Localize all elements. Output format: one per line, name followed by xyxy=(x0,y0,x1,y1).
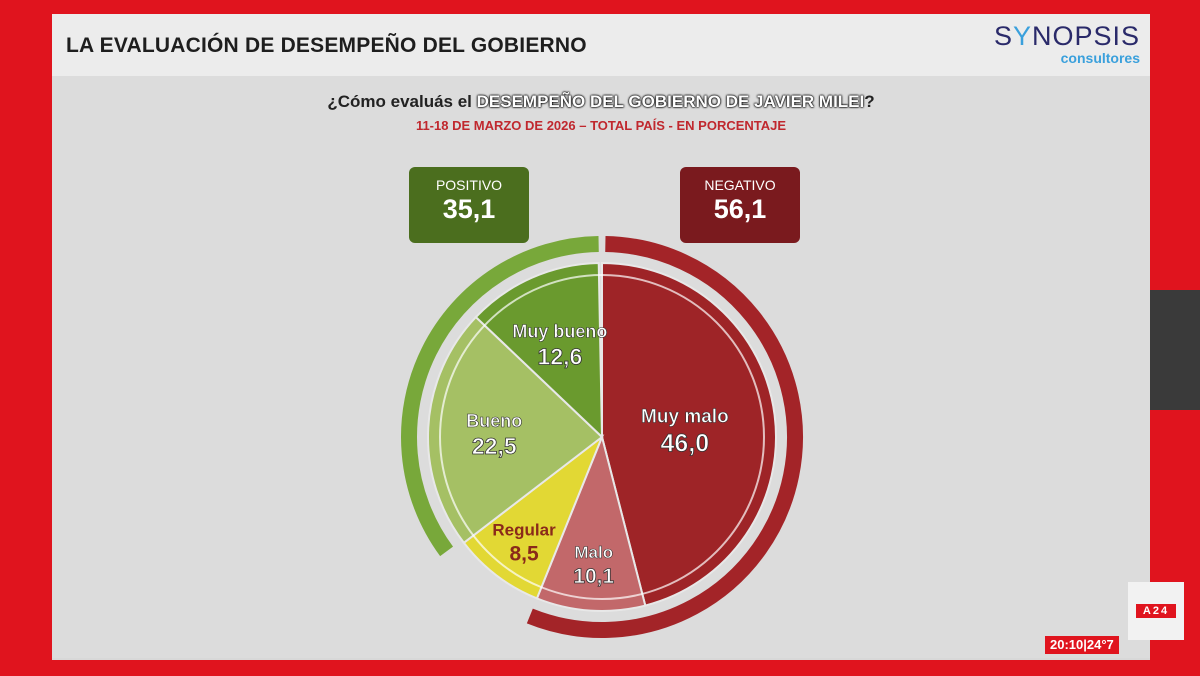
slice-label-bueno: Bueno xyxy=(466,411,522,431)
channel-logo: A24 xyxy=(1128,582,1184,640)
background-band-left xyxy=(0,0,52,676)
slice-label-muy-bueno: Muy bueno xyxy=(512,321,607,341)
slide-header: LA EVALUACIÓN DE DESEMPEÑO DEL GOBIERNO … xyxy=(52,14,1150,76)
background-band-top xyxy=(0,0,1200,14)
slice-regular xyxy=(462,433,605,600)
channel-logo-text: A24 xyxy=(1136,604,1176,618)
synopsis-logo: SYNOPSIS consultores xyxy=(994,22,1140,66)
slice-bueno xyxy=(427,315,604,545)
slice-label-muy-malo: Muy malo xyxy=(641,407,729,428)
positive-value: 35,1 xyxy=(442,194,496,224)
logo-subtitle: consultores xyxy=(1060,50,1140,66)
slice-muy-malo xyxy=(601,261,777,607)
slice-value-malo: 10,1 xyxy=(573,565,614,588)
logo-wordmark: SYNOPSIS xyxy=(993,21,1140,51)
negative-value: 56,1 xyxy=(713,194,767,224)
slice-value-regular: 8,5 xyxy=(509,542,539,565)
slice-label-malo: Malo xyxy=(574,543,613,562)
survey-question: ¿Cómo evaluás el DESEMPEÑO DEL GOBIERNO … xyxy=(327,92,875,111)
survey-subtitle: 11-18 DE MARZO DE 2026 – TOTAL PAÍS - EN… xyxy=(415,118,787,133)
inner-ring xyxy=(439,274,765,600)
positive-label: POSITIVO xyxy=(435,177,503,193)
slice-value-muy-bueno: 12,6 xyxy=(538,343,583,369)
broadcast-clock: 20:10|24°7 xyxy=(1045,636,1119,654)
background-band-dark xyxy=(1150,290,1200,410)
background-band-bottom xyxy=(0,660,1200,676)
positive-group-arc xyxy=(401,236,599,557)
negative-summary-box: NEGATIVO 56,1 xyxy=(680,167,800,243)
slice-label-regular: Regular xyxy=(492,520,556,539)
slide-title: LA EVALUACIÓN DE DESEMPEÑO DEL GOBIERNO xyxy=(66,34,587,57)
slice-value-muy-malo: 46,0 xyxy=(661,430,710,458)
slice-value-bueno: 22,5 xyxy=(472,433,517,459)
slice-malo xyxy=(535,433,647,612)
slide: LA EVALUACIÓN DE DESEMPEÑO DEL GOBIERNO … xyxy=(52,14,1150,658)
positive-summary-box: POSITIVO 35,1 xyxy=(409,167,529,243)
question-highlight: DESEMPEÑO DEL GOBIERNO DE JAVIER MILEI xyxy=(476,92,865,111)
negative-group-arc xyxy=(526,236,803,638)
negative-label: NEGATIVO xyxy=(704,177,776,193)
